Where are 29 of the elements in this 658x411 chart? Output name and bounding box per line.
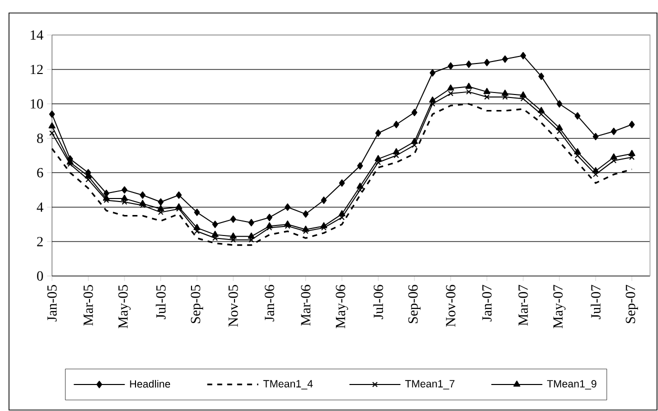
legend-label: TMean1_4 (263, 380, 313, 390)
x-tick-label: May-05 (118, 285, 131, 328)
y-tick-label: 12 (30, 64, 43, 74)
y-tick-label: 14 (30, 30, 44, 40)
x-tick-label: Jan-07 (482, 284, 492, 322)
x-tick-label: Jan-06 (264, 284, 274, 322)
x-tick-label: May-07 (553, 284, 566, 328)
x-tick-label: Nov-06 (446, 284, 456, 327)
y-tick-label: 2 (37, 236, 43, 246)
y-tick-label: 4 (36, 202, 44, 212)
x-tick-label: Mar-06 (300, 284, 310, 326)
x-tick-label: Sep-06 (408, 284, 421, 324)
x-tick-label: Jul-06 (373, 284, 384, 320)
x-tick-label: Nov-05 (228, 285, 238, 327)
legend-label: TMean1_9 (547, 380, 596, 390)
x-tick-label: Mar-05 (84, 285, 93, 326)
x-tick-label: May-06 (336, 284, 348, 328)
legend-label: Headline (130, 380, 170, 388)
y-tick-label: 6 (37, 168, 44, 178)
y-tick-label: 0 (37, 271, 43, 281)
x-tick-label: Jul-05 (156, 285, 166, 320)
y-tick-label: 10 (30, 99, 43, 109)
legend-label: TMean1_7 (405, 380, 454, 390)
y-tick-label: 8 (37, 134, 43, 143)
x-tick-label: Mar-07 (518, 284, 528, 326)
x-tick-label: Jan-05 (47, 285, 57, 322)
x-tick-label: Sep-05 (190, 285, 204, 324)
x-tick-label: Sep-07 (626, 284, 638, 324)
x-tick-label: Jul-07 (590, 284, 601, 320)
